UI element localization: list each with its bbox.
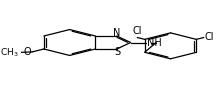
Text: Cl: Cl [205,32,214,42]
Text: Cl: Cl [132,27,142,36]
Text: CH$_3$: CH$_3$ [0,46,19,59]
Text: O: O [24,47,31,57]
Text: NH: NH [148,38,162,48]
Text: S: S [114,48,120,57]
Text: N: N [113,28,120,38]
